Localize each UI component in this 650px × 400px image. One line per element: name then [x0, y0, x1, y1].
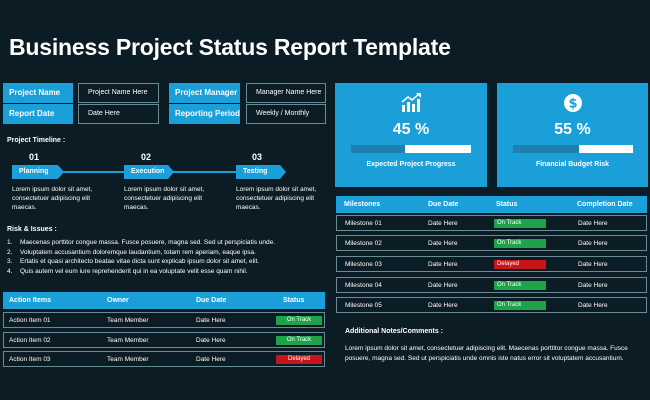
due-date-cell: Date Here	[196, 337, 226, 344]
timeline-heading: Project Timeline :	[7, 137, 66, 144]
timeline-step-execution: Execution	[124, 165, 174, 179]
completion-date-cell: Date Here	[578, 282, 608, 289]
progress-bar	[351, 145, 471, 153]
milestone-cell: Milestone 05	[345, 302, 382, 309]
report-date-label: Report Date	[3, 104, 73, 124]
completion-date-cell: Date Here	[578, 220, 608, 227]
column-header: Owner	[107, 297, 129, 304]
owner-cell: Team Member	[107, 337, 149, 344]
owner-cell: Team Member	[107, 317, 149, 324]
project-name-label: Project Name	[3, 83, 73, 103]
column-header: Due Date	[428, 201, 459, 208]
svg-text:$: $	[568, 97, 577, 112]
column-header: Status	[283, 297, 305, 304]
budget-value: 55 %	[554, 121, 591, 138]
notes-heading: Additional Notes/Comments :	[345, 328, 444, 335]
list-item: 3. Ertatis et quasi architecto beatae vit…	[7, 258, 260, 265]
completion-date-cell: Date Here	[578, 302, 608, 309]
progress-value: 45 %	[392, 121, 430, 138]
column-header: Due Date	[196, 297, 227, 304]
table-row[interactable]: Milestone 01 Date Here On Track Date Her…	[336, 215, 647, 231]
milestone-table-header: Milestones Due Date Status Completion Da…	[336, 196, 647, 213]
timeline-step-desc: Lorem ipsum dolor sit amet, consectetuer…	[236, 186, 317, 211]
table-row[interactable]: Milestone 03 Date Here Delayed Date Here	[336, 256, 647, 272]
action-item-cell: Action Item 02	[9, 337, 51, 344]
status-badge: On Track	[276, 336, 322, 345]
due-date-cell: Date Here	[428, 261, 458, 268]
risk-list: 1. Maecenas porttitor congue massa. Fusce…	[7, 239, 327, 277]
risk-heading: Risk & Issues :	[7, 226, 57, 233]
progress-card: 45 % Expected Project Progress	[335, 83, 487, 187]
timeline-step-number: 01	[29, 152, 40, 162]
due-date-cell: Date Here	[428, 240, 458, 247]
status-badge: On Track	[494, 301, 546, 310]
status-badge: On Track	[494, 239, 546, 248]
owner-cell: Team Member	[107, 356, 149, 363]
timeline-step-number: 02	[141, 152, 152, 162]
project-name-field[interactable]: Project Name Here	[78, 83, 159, 103]
list-item: 2. Voluptatem accusantium doloremque laud…	[7, 248, 256, 256]
reporting-period-field[interactable]: Weekly / Monthly	[246, 104, 326, 124]
column-header: Action Items	[9, 297, 52, 304]
table-row[interactable]: Action Item 02 Team Member Date Here On …	[3, 332, 325, 348]
list-item: 1. Maecenas porttitor congue massa. Fusce…	[7, 239, 276, 246]
budget-bar-fill	[513, 145, 579, 153]
status-badge: On Track	[494, 219, 546, 228]
progress-caption: Expected Project Progress	[366, 161, 456, 168]
action-item-cell: Action Item 03	[9, 356, 51, 363]
column-header: Completion Date	[577, 201, 633, 208]
timeline-step-testing: Testing	[236, 165, 286, 179]
budget-caption: Financial Budget Risk	[535, 161, 610, 168]
timeline-step-desc: Lorem ipsum dolor sit amet, consectetuer…	[12, 186, 93, 211]
project-manager-label: Project Manager	[169, 83, 240, 103]
project-manager-field[interactable]: Manager Name Here	[246, 83, 326, 103]
timeline-connector	[60, 171, 130, 173]
notes-text: Lorem ipsum dolor sit amet, consectetuer…	[345, 345, 628, 362]
chart-up-icon	[400, 93, 422, 118]
timeline-step-number: 03	[252, 152, 263, 162]
milestone-cell: Milestone 02	[345, 240, 382, 247]
milestone-cell: Milestone 01	[345, 220, 382, 227]
progress-bar-fill	[351, 145, 405, 153]
status-badge: On Track	[276, 316, 322, 325]
due-date-cell: Date Here	[196, 317, 226, 324]
column-header: Status	[496, 201, 518, 208]
table-row[interactable]: Milestone 02 Date Here On Track Date Her…	[336, 235, 647, 251]
timeline-step-planning: Planning	[12, 165, 64, 179]
milestone-cell: Milestone 03	[345, 261, 382, 268]
status-badge: Delayed	[494, 260, 546, 269]
report-date-field[interactable]: Date Here	[78, 104, 159, 124]
budget-card: $ 55 % Financial Budget Risk	[497, 83, 648, 187]
due-date-cell: Date Here	[428, 220, 458, 227]
table-row[interactable]: Milestone 05 Date Here On Track Date Her…	[336, 297, 647, 313]
page-title: Business Project Status Report Template	[9, 34, 451, 60]
dollar-icon: $	[563, 93, 583, 118]
due-date-cell: Date Here	[196, 356, 226, 363]
status-badge: Delayed	[276, 355, 322, 364]
due-date-cell: Date Here	[428, 302, 458, 309]
column-header: Milestones	[344, 201, 381, 208]
action-item-cell: Action Item 01	[9, 317, 51, 324]
timeline-step-desc: Lorem ipsum dolor sit amet, consectetuer…	[124, 186, 205, 211]
milestone-cell: Milestone 04	[345, 282, 382, 289]
due-date-cell: Date Here	[428, 282, 458, 289]
list-item: 4. Quis autem vel eum iure reprehenderit …	[7, 267, 248, 275]
table-row[interactable]: Action Item 03 Team Member Date Here Del…	[3, 351, 325, 367]
reporting-period-label: Reporting Period	[169, 104, 240, 124]
budget-bar	[513, 145, 633, 153]
action-table-header: Action Items Owner Due Date Status	[3, 292, 325, 309]
table-row[interactable]: Action Item 01 Team Member Date Here On …	[3, 312, 325, 328]
table-row[interactable]: Milestone 04 Date Here On Track Date Her…	[336, 277, 647, 293]
status-badge: On Track	[494, 281, 546, 290]
timeline-connector	[172, 171, 242, 173]
completion-date-cell: Date Here	[578, 240, 608, 247]
completion-date-cell: Date Here	[578, 261, 608, 268]
